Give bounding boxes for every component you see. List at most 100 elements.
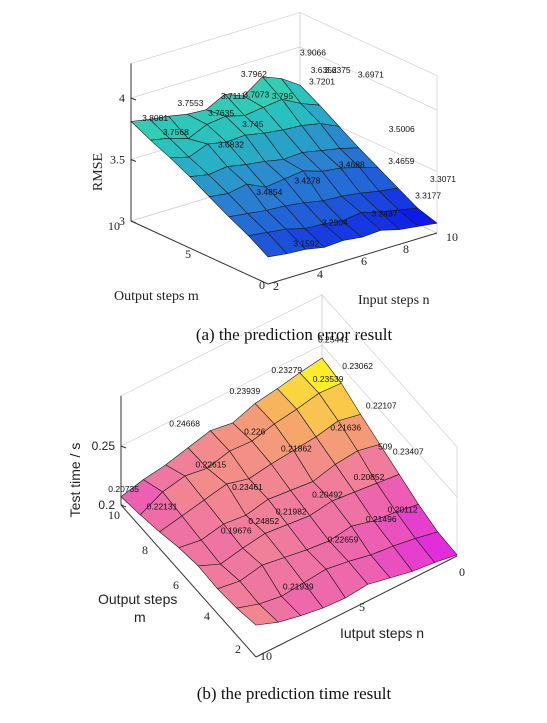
a-data-label-11: 3.7635 <box>208 108 234 118</box>
b-z-tick-label-0: 0.2 <box>98 498 115 512</box>
panel-a-m-axis-label: Output steps m <box>114 289 199 304</box>
b-n-tick-label-0: 10 <box>260 649 272 663</box>
a-data-label-5: 3.6375 <box>325 65 351 75</box>
a-data-label-12: 3.795 <box>272 91 294 101</box>
a-data-label-0: 3.9066 <box>300 48 326 58</box>
a-data-label-8: 3.7201 <box>309 76 335 86</box>
panel-b-surface <box>120 357 458 626</box>
a-data-label-10: 3.7568 <box>163 127 189 137</box>
a-data-label-9: 3.6971 <box>358 69 384 79</box>
a-z-tick-mark-1 <box>130 159 137 162</box>
b-data-label-15: 0.23407 <box>393 446 424 456</box>
panel-a-ticks: 3 3.5 4 0 5 10 2 4 6 8 10 <box>108 91 458 293</box>
b-data-label-22: 0.21496 <box>366 514 397 524</box>
b-m-tick-label-3: 8 <box>142 543 148 557</box>
panel-a-n-axis-label: Input steps n <box>358 293 430 308</box>
a-data-label-14: 3.6832 <box>218 140 244 150</box>
a-n-tick-label-1: 4 <box>317 267 323 281</box>
a-data-label-1: 3.7962 <box>241 69 267 79</box>
b-z-tick-mark-0 <box>120 504 127 508</box>
b-data-label-21: 0.20112 <box>388 505 418 515</box>
a-data-label-7: 3.7073 <box>243 90 269 100</box>
a-z-tick-label-1: 3.5 <box>110 153 125 167</box>
a-m-tick-label-2: 10 <box>108 219 120 233</box>
a-data-label-20: 3.4854 <box>256 187 282 197</box>
a-data-label-2: 3.8081 <box>142 113 168 123</box>
b-data-label-8: 0.22615 <box>196 459 227 469</box>
b-data-label-23: 0.22659 <box>328 534 359 544</box>
b-data-label-0: 0.25441 <box>318 334 349 344</box>
a-z-tick-mark-0 <box>130 220 137 224</box>
a-m-tick-label-0: 0 <box>259 278 265 292</box>
a-data-label-24: 3.1592 <box>293 238 319 248</box>
a-data-label-22: 3.2437 <box>371 209 397 219</box>
a-z-gridline-2 <box>130 46 438 111</box>
panel-b-data-labels: 0.25441 0.23279 0.23939 0.24668 0.23539 0.230… <box>108 334 424 591</box>
a-z-tick-label-2: 4 <box>119 91 125 105</box>
b-data-label-14: 509 <box>378 442 392 452</box>
panel-b-z-axis-label: Test time / s <box>67 443 83 518</box>
panel-b-n-axis-label: Iutput steps n <box>340 625 424 641</box>
b-data-label-4: 0.23539 <box>313 374 344 384</box>
a-m-axis-line <box>130 220 269 285</box>
a-data-label-3: 3.7553 <box>177 98 203 108</box>
b-data-label-20: 0.19676 <box>221 526 252 536</box>
a-data-label-21: 3.3177 <box>415 190 441 200</box>
b-data-label-12: 0.21862 <box>281 444 312 454</box>
b-z-gridline-1 <box>120 344 458 498</box>
a-data-label-23: 3.2304 <box>322 218 348 228</box>
a-surface-patch-6-0 <box>248 232 288 258</box>
a-m-tick-label-1: 5 <box>185 247 191 261</box>
b-data-label-11: 0.22131 <box>147 501 178 511</box>
b-data-label-1: 0.23279 <box>271 365 302 375</box>
b-data-label-7: 0.226 <box>244 426 266 436</box>
a-data-label-17: 3.4659 <box>388 156 414 166</box>
panel-b-time-surface-chart: 0.25441 0.23279 0.23939 0.24668 0.23539 0.230… <box>67 293 465 703</box>
panel-b-ticks: 0.2 0.25 2 4 6 8 10 10 5 0 <box>92 439 465 663</box>
b-data-label-5: 0.23062 <box>342 361 373 371</box>
a-data-label-19: 3.4278 <box>294 175 320 185</box>
b-data-label-13: 0.23461 <box>232 482 263 492</box>
b-m-tick-label-0: 2 <box>235 642 241 656</box>
a-data-label-4: 3.6352 <box>311 65 337 75</box>
a-n-tick-label-4: 10 <box>446 230 458 244</box>
b-data-label-19: 0.24852 <box>248 516 279 526</box>
panel-a-surface <box>130 76 438 258</box>
a-n-tick-label-3: 8 <box>403 242 409 256</box>
panel-b-caption: (b) the prediction time result <box>197 684 392 703</box>
b-z-tick-mark-1 <box>120 445 127 449</box>
a-z-tick-mark-2 <box>130 97 137 101</box>
a-data-label-18: 3.3071 <box>430 174 456 184</box>
b-data-label-18: 0.21982 <box>276 507 307 517</box>
panel-a-caption: (a) the prediction error result <box>196 325 393 344</box>
b-m-axis-line <box>120 504 257 658</box>
b-data-label-6: 0.20735 <box>108 484 139 494</box>
panel-a-z-axis-label: RMSE <box>91 153 106 191</box>
panel-b-m-axis-label-line-1: Output steps <box>98 591 177 607</box>
a-data-label-13: 3.745 <box>242 119 264 129</box>
a-data-label-16: 3.4688 <box>339 160 365 170</box>
b-data-label-24: 0.21939 <box>283 581 314 591</box>
a-n-tick-label-0: 2 <box>273 279 279 293</box>
b-m-tick-label-4: 10 <box>108 508 120 522</box>
b-data-label-10: 0.21636 <box>330 422 361 432</box>
b-z-tick-label-1: 0.25 <box>92 439 116 453</box>
b-surface-patch-6-0 <box>236 603 279 626</box>
b-n-tick-label-2: 0 <box>459 565 465 579</box>
a-data-label-15: 3.5006 <box>389 124 415 134</box>
b-m-tick-label-1: 4 <box>204 609 210 623</box>
a-z-tick-label-0: 3 <box>119 214 125 228</box>
panel-b-m-axis-label-line-2: m <box>134 609 146 625</box>
b-data-label-3: 0.24668 <box>169 418 200 428</box>
b-n-tick-label-1: 5 <box>359 600 365 614</box>
b-data-label-17: 0.20492 <box>312 490 343 500</box>
b-data-label-2: 0.23939 <box>230 386 261 396</box>
a-n-tick-label-2: 6 <box>361 254 367 268</box>
b-data-label-16: 0.20852 <box>354 472 385 482</box>
panel-b-m-axis-label: Output steps m <box>98 591 177 625</box>
b-n-axis-line <box>255 555 458 658</box>
b-data-label-9: 0.22107 <box>366 401 397 411</box>
